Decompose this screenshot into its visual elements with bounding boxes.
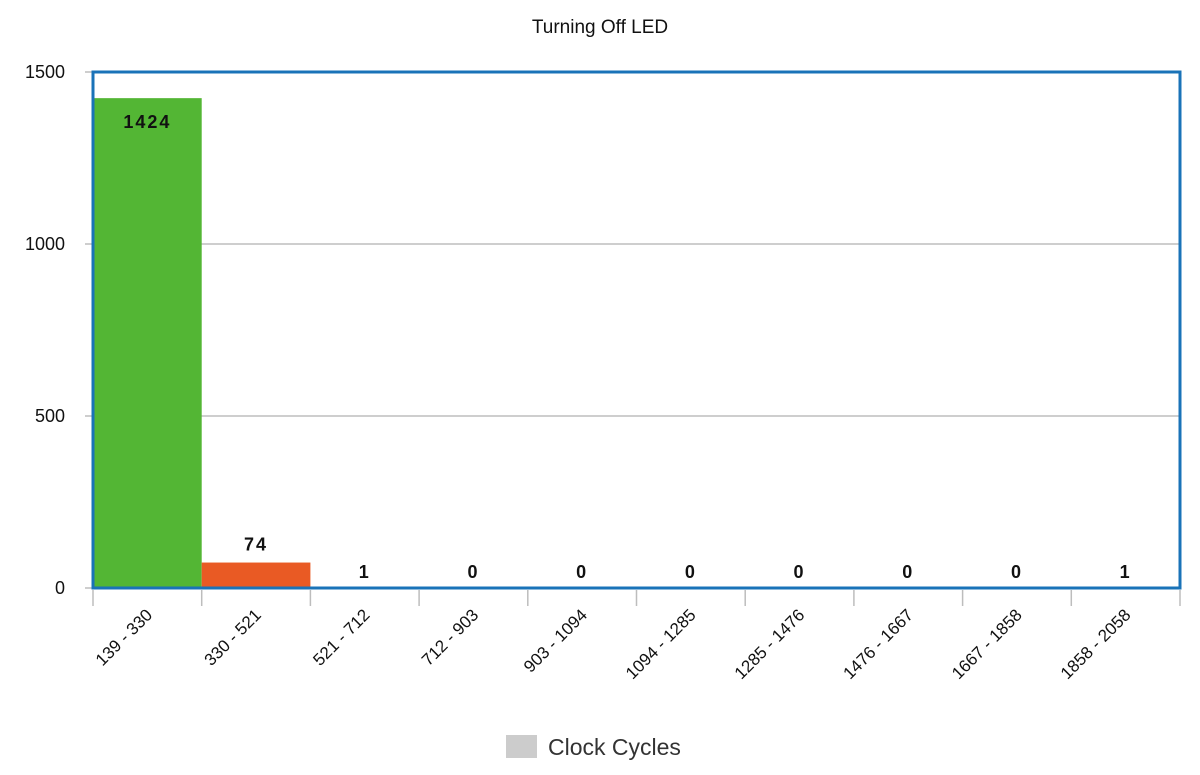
bar-value-label: 74 <box>244 535 268 555</box>
y-tick-label: 500 <box>35 406 65 426</box>
y-tick-label: 1000 <box>25 234 65 254</box>
y-tick-label: 1500 <box>25 62 65 82</box>
x-tick-label: 1667 - 1858 <box>948 605 1026 683</box>
plot-frame <box>91 70 1182 590</box>
x-axis-ticks: 139 - 330 330 - 521 521 - 712 712 - 903 903 … <box>92 590 1181 683</box>
bar-value-label: 1 <box>1120 562 1132 582</box>
x-tick-label: 1858 - 2058 <box>1057 605 1135 683</box>
legend: Clock Cycles <box>506 734 681 760</box>
bar-value-label: 0 <box>467 562 479 582</box>
bars <box>93 98 1180 589</box>
chart-title: Turning Off LED <box>532 17 668 38</box>
x-tick-label: 1285 - 1476 <box>731 605 809 683</box>
x-tick-label: 1476 - 1667 <box>839 605 917 683</box>
y-axis-ticks: 0 500 1000 1500 <box>25 62 93 598</box>
legend-swatch <box>506 735 537 758</box>
bar-value-label: 1 <box>359 562 371 582</box>
bar-value-label: 0 <box>794 562 806 582</box>
data-labels: 1424 74 1 0 0 0 0 0 0 1 <box>123 112 1132 582</box>
x-tick-label: 1094 - 1285 <box>622 605 700 683</box>
bar-value-label: 0 <box>1011 562 1023 582</box>
bar-value-label: 0 <box>576 562 588 582</box>
x-tick-label: 330 - 521 <box>201 605 265 669</box>
grid-lines <box>93 243 1180 417</box>
x-tick-label: 521 - 712 <box>309 605 373 669</box>
bar <box>93 98 202 589</box>
y-tick-label: 0 <box>55 578 65 598</box>
bar-value-label: 0 <box>685 562 697 582</box>
bar <box>201 562 311 588</box>
legend-label: Clock Cycles <box>548 734 681 760</box>
x-tick-label: 712 - 903 <box>418 605 482 669</box>
bar-value-label: 1424 <box>123 112 171 132</box>
bar-value-label: 0 <box>902 562 914 582</box>
x-tick-label: 903 - 1094 <box>520 605 591 676</box>
x-tick-label: 139 - 330 <box>92 605 156 669</box>
